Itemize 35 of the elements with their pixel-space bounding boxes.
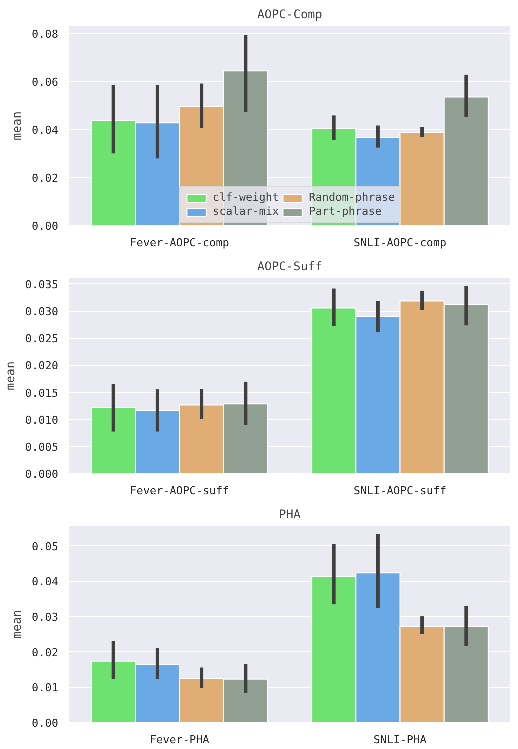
y-tick-label: 0.03 <box>32 611 59 624</box>
y-tick-label: 0.06 <box>32 76 59 90</box>
chart-title: AOPC-Comp <box>257 8 323 22</box>
y-tick-label: 0.08 <box>32 28 59 42</box>
y-tick-label: 0.005 <box>25 440 59 454</box>
legend-label: Random-phrase <box>309 191 396 204</box>
y-axis-title: mean <box>10 610 24 639</box>
x-tick-label: SNLI-PHA <box>374 734 428 746</box>
y-tick-label: 0.025 <box>25 332 59 346</box>
y-tick-label: 0.020 <box>25 360 59 373</box>
y-tick-label: 0.04 <box>32 124 59 138</box>
x-tick-label: Fever-AOPC-suff <box>130 484 230 498</box>
legend-label: Part-phrase <box>309 205 382 218</box>
y-tick-label: 0.010 <box>25 414 59 427</box>
y-tick-label: 0.02 <box>32 646 59 660</box>
legend-label: scalar-mix <box>212 205 280 218</box>
y-tick-label: 0.02 <box>32 172 59 186</box>
y-axis-title: mean <box>10 112 24 140</box>
y-tick-label: 0.030 <box>25 306 59 318</box>
legend-label: clf-weight <box>212 191 280 204</box>
x-tick-label: SNLI-AOPC-suff <box>354 484 447 498</box>
y-axis-title: mean <box>3 362 18 390</box>
y-tick-label: 0.015 <box>25 386 59 400</box>
y-tick-label: 0.05 <box>32 540 59 554</box>
x-tick-label: Fever-AOPC-comp <box>130 236 230 250</box>
y-tick-label: 0.00 <box>32 717 59 730</box>
x-tick-label: Fever-PHA <box>150 734 210 746</box>
y-tick-label: 0.04 <box>32 576 59 589</box>
chart-title: AOPC-Suff <box>257 260 323 274</box>
chart-title: PHA <box>279 508 302 522</box>
x-tick-label: SNLI-AOPC-comp <box>354 236 447 250</box>
y-tick-label: 0.01 <box>32 682 59 695</box>
y-tick-label: 0.000 <box>25 468 59 481</box>
y-tick-label: 0.00 <box>32 220 59 233</box>
y-tick-label: 0.035 <box>25 278 59 292</box>
